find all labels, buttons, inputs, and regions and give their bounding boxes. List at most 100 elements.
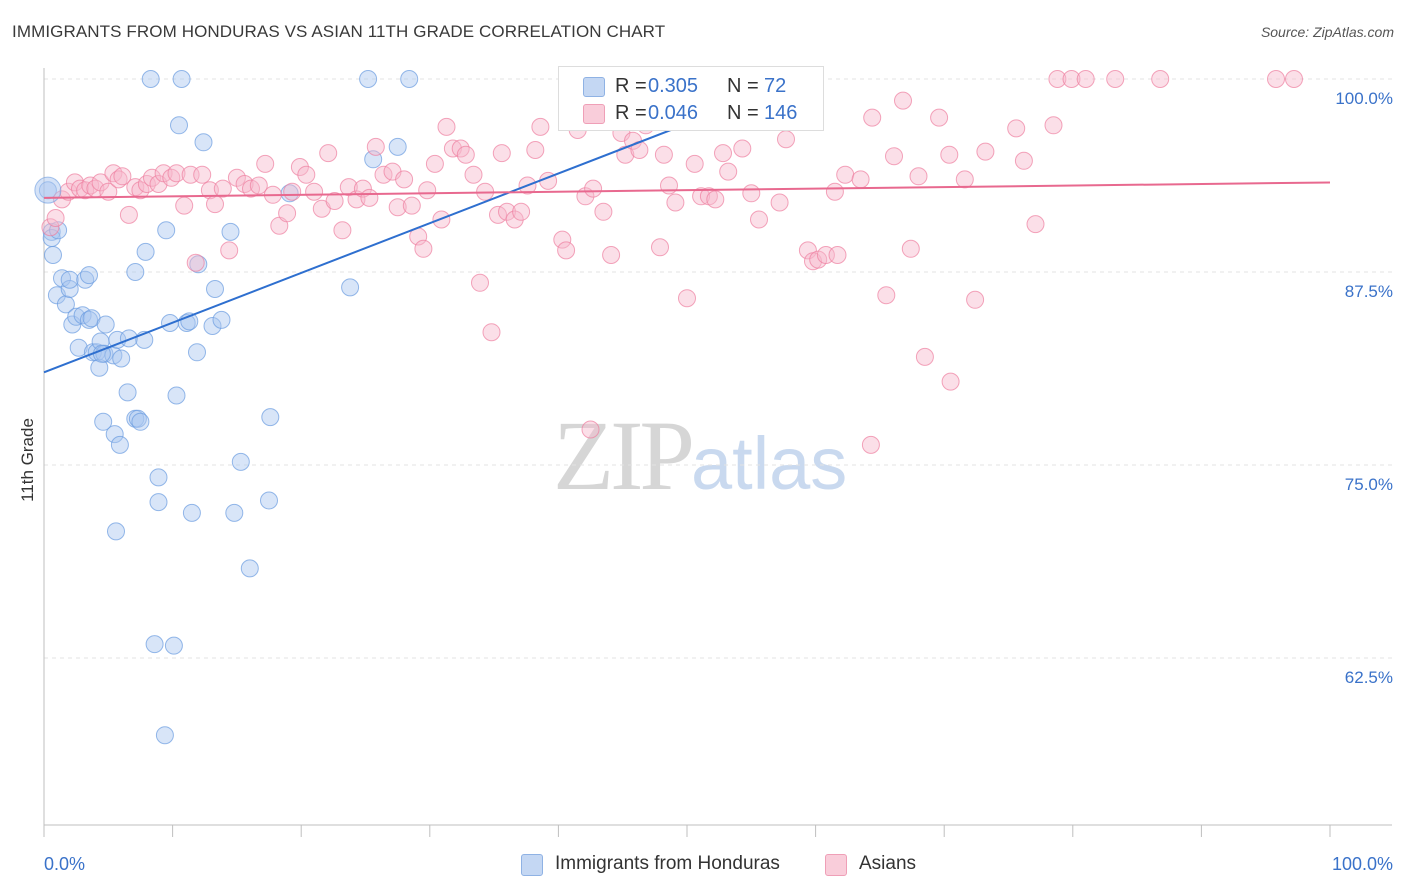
data-point [425,154,444,173]
data-point [1285,70,1303,88]
data-point [325,192,344,210]
data-points [34,70,1303,745]
data-point [353,179,372,198]
stats-row-asians: R = 0.046 N = 146 [559,99,823,127]
data-point [877,286,896,305]
data-point [81,176,100,195]
data-point [107,522,125,541]
data-point [471,273,489,292]
data-point [584,179,603,198]
n-label: N = [727,102,759,124]
data-point [213,179,232,198]
data-point [231,452,250,471]
honduras-swatch [521,854,543,876]
x-tick-label: 0.0% [44,854,85,874]
data-point [553,230,572,249]
stats-legend: R = 0.305 N = 72 R = 0.046 N = 146 [558,66,824,131]
data-point [1267,70,1285,88]
n-value: 72 [764,75,787,97]
data-point [128,409,147,428]
data-point [206,195,224,214]
data-point [261,408,280,427]
data-point [164,636,183,655]
data-point [256,154,275,173]
data-point [777,130,795,149]
data-point [225,503,244,522]
data-point [206,280,224,298]
data-point [531,117,550,136]
data-point [283,182,302,201]
data-point [167,386,186,405]
data-point [955,170,974,189]
data-point [651,238,669,257]
data-point [290,158,309,176]
series-legend: Immigrants from Honduras Asians [0,852,1406,878]
data-point [56,295,75,314]
honduras-swatch [583,77,605,97]
asians-swatch [825,854,847,876]
data-point [182,503,201,522]
data-point [456,145,475,164]
watermark-zip: ZIP [553,400,695,511]
data-point [119,329,138,348]
source-label: Source: ZipAtlas.com [1260,24,1394,40]
data-point [1106,70,1125,88]
data-point [126,263,145,281]
y-tick-label: 100.0% [1335,89,1393,108]
data-point [46,209,65,227]
data-point [836,165,855,184]
data-point [594,202,613,221]
data-point [188,343,206,362]
data-point [118,383,137,402]
data-point [851,170,870,189]
data-point [616,145,635,164]
y-axis-label: 11th Grade [18,418,37,502]
data-point [90,358,109,377]
data-point [666,193,685,212]
y-tick-label: 87.5% [1345,282,1393,301]
data-point [402,196,421,215]
data-point [654,145,673,164]
data-point [319,144,338,163]
data-point [149,468,168,487]
data-point [333,221,352,240]
data-point [414,239,433,258]
data-point [167,164,186,183]
data-point [863,108,882,127]
data-point [91,173,110,192]
data-point [131,412,150,431]
data-point [894,91,912,110]
r-value: 0.305 [648,75,699,97]
data-point [240,559,259,578]
data-point [492,144,511,163]
data-point [41,218,60,237]
data-point [60,280,79,298]
data-point [901,239,920,258]
data-point [141,70,160,88]
data-point [113,167,132,186]
x-tick-label: 100.0% [1332,854,1393,874]
data-point [189,255,208,274]
data-point [966,290,985,309]
data-point [828,246,847,264]
data-point [34,176,62,204]
data-point [395,170,414,189]
data-point [464,165,483,184]
data-point [105,425,124,444]
data-point [126,178,145,197]
data-point [770,193,789,212]
data-point [742,184,761,203]
data-point [1048,70,1067,88]
data-point [203,317,222,335]
tick-labels: 100.0% 87.5% 75.0% 62.5% 0.0% 100.0% 11th Grad… [18,89,1393,874]
data-point [940,145,959,164]
stats-row-honduras: R = 0.305 N = 72 [559,72,823,100]
data-point [112,349,131,368]
data-point [1026,215,1045,234]
data-point [221,222,240,241]
trend-lines [43,122,1331,374]
data-point [685,154,704,173]
data-point [915,347,934,366]
data-point [526,141,545,159]
